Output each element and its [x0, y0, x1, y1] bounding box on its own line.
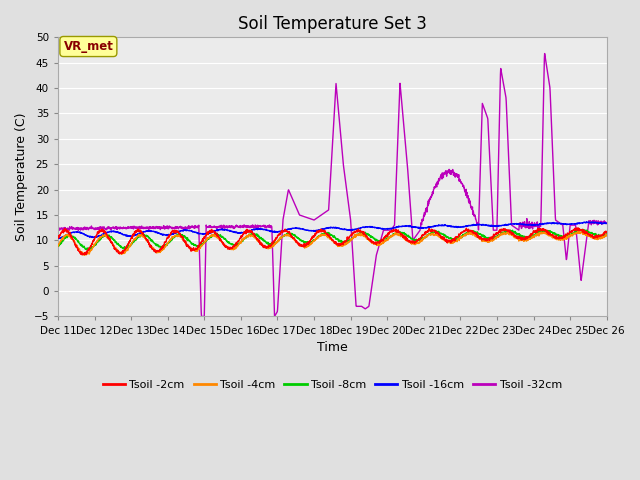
Tsoil -32cm: [588, 220, 595, 226]
Tsoil -2cm: [78, 252, 86, 258]
X-axis label: Time: Time: [317, 341, 348, 354]
Line: Tsoil -32cm: Tsoil -32cm: [58, 54, 607, 316]
Tsoil -4cm: [486, 239, 494, 244]
Tsoil -16cm: [588, 219, 595, 225]
Tsoil -16cm: [486, 223, 494, 228]
Tsoil -16cm: [321, 226, 329, 232]
Line: Tsoil -4cm: Tsoil -4cm: [58, 231, 607, 255]
Legend: Tsoil -2cm, Tsoil -4cm, Tsoil -8cm, Tsoil -16cm, Tsoil -32cm: Tsoil -2cm, Tsoil -4cm, Tsoil -8cm, Tsoi…: [99, 376, 566, 395]
Tsoil -8cm: [54, 243, 62, 249]
Tsoil -4cm: [321, 232, 329, 238]
Tsoil -4cm: [80, 252, 88, 258]
Tsoil -4cm: [575, 228, 583, 234]
Tsoil -16cm: [54, 235, 62, 240]
Tsoil -32cm: [307, 216, 314, 222]
Tsoil -32cm: [541, 51, 548, 57]
Tsoil -8cm: [588, 230, 595, 236]
Tsoil -16cm: [588, 220, 595, 226]
Tsoil -8cm: [588, 230, 595, 236]
Tsoil -32cm: [82, 225, 90, 230]
Tsoil -2cm: [83, 250, 90, 255]
Tsoil -16cm: [83, 232, 90, 238]
Tsoil -4cm: [603, 233, 611, 239]
Tsoil -2cm: [54, 235, 62, 240]
Tsoil -16cm: [307, 228, 314, 233]
Tsoil -8cm: [579, 227, 587, 232]
Line: Tsoil -16cm: Tsoil -16cm: [58, 222, 607, 239]
Tsoil -4cm: [307, 240, 314, 246]
Tsoil -8cm: [86, 247, 94, 253]
Tsoil -2cm: [603, 230, 611, 236]
Tsoil -8cm: [321, 230, 329, 236]
Tsoil -8cm: [82, 246, 90, 252]
Tsoil -32cm: [54, 225, 62, 231]
Tsoil -4cm: [54, 243, 62, 249]
Tsoil -32cm: [198, 313, 205, 319]
Text: VR_met: VR_met: [63, 40, 113, 53]
Tsoil -32cm: [603, 220, 611, 226]
Tsoil -2cm: [588, 233, 595, 239]
Tsoil -32cm: [588, 222, 595, 228]
Tsoil -2cm: [588, 232, 595, 238]
Tsoil -2cm: [321, 228, 329, 234]
Tsoil -4cm: [588, 234, 595, 240]
Tsoil -2cm: [486, 235, 494, 241]
Tsoil -32cm: [321, 210, 329, 216]
Line: Tsoil -8cm: Tsoil -8cm: [58, 229, 607, 250]
Title: Soil Temperature Set 3: Soil Temperature Set 3: [238, 15, 427, 33]
Line: Tsoil -2cm: Tsoil -2cm: [58, 228, 607, 255]
Tsoil -8cm: [603, 231, 611, 237]
Tsoil -2cm: [573, 225, 581, 231]
Tsoil -16cm: [582, 219, 590, 225]
Tsoil -8cm: [307, 239, 314, 245]
Y-axis label: Soil Temperature (C): Soil Temperature (C): [15, 113, 28, 241]
Tsoil -8cm: [486, 235, 494, 241]
Tsoil -16cm: [54, 236, 62, 241]
Tsoil -4cm: [588, 234, 595, 240]
Tsoil -16cm: [603, 220, 611, 226]
Tsoil -2cm: [307, 239, 314, 244]
Tsoil -32cm: [486, 167, 494, 172]
Tsoil -4cm: [83, 252, 90, 258]
